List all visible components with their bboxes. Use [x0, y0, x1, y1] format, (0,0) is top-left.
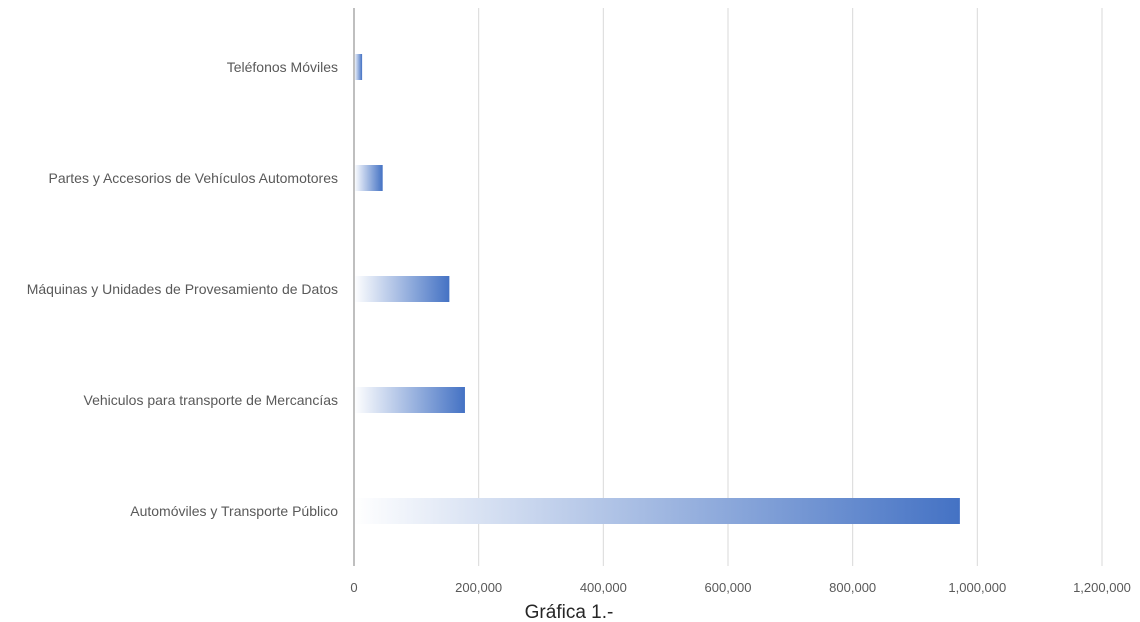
- bar: [354, 165, 383, 191]
- x-tick-label: 1,000,000: [948, 580, 1006, 595]
- category-label: Teléfonos Móviles: [227, 59, 338, 75]
- x-tick-label: 600,000: [705, 580, 752, 595]
- bar: [354, 276, 450, 302]
- bar: [354, 387, 465, 413]
- category-labels: Teléfonos Móviles Partes y Accesorios de …: [27, 59, 339, 519]
- x-tick-label: 800,000: [829, 580, 876, 595]
- gridlines: [478, 8, 1103, 566]
- bars: [354, 54, 960, 524]
- chart-caption: Gráfica 1.-: [525, 602, 614, 622]
- category-label: Vehiculos para transporte de Mercancías: [84, 392, 338, 408]
- bar: [354, 54, 363, 80]
- x-tick-label: 200,000: [455, 580, 502, 595]
- bar: [354, 498, 960, 524]
- x-tick-label: 0: [350, 580, 357, 595]
- category-label: Automóviles y Transporte Público: [130, 503, 338, 519]
- category-label: Partes y Accesorios de Vehículos Automot…: [49, 170, 339, 186]
- tick-labels: 0 200,000 400,000 600,000 800,000 1,000,000 1,…: [350, 580, 1131, 595]
- x-tick-label: 1,200,000: [1073, 580, 1131, 595]
- x-tick-label: 400,000: [580, 580, 627, 595]
- category-label: Máquinas y Unidades de Provesamiento de …: [27, 281, 338, 297]
